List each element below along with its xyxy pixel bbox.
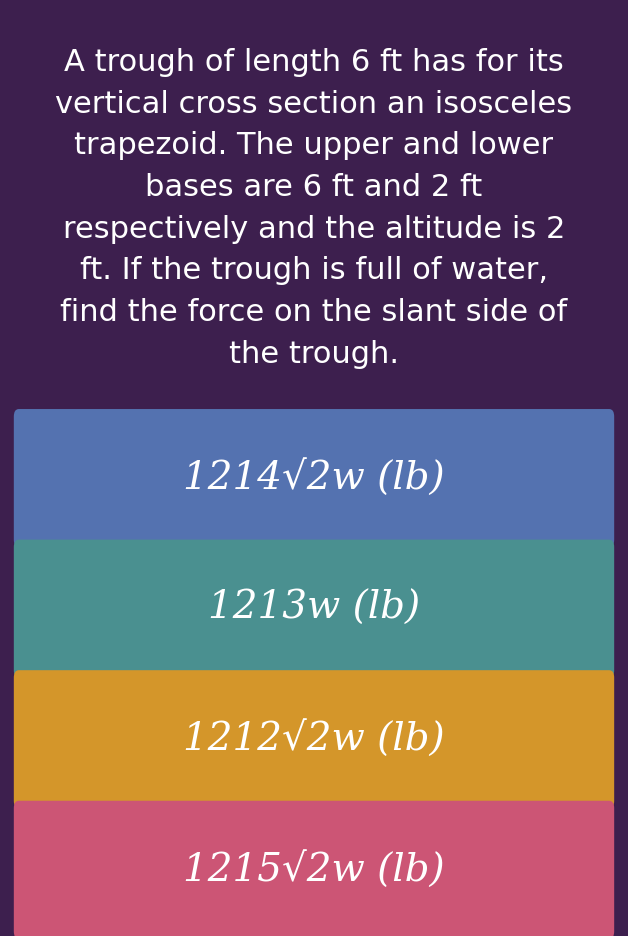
Text: 1214√2w (lb): 1214√2w (lb)	[183, 459, 445, 497]
FancyBboxPatch shape	[14, 409, 614, 547]
Text: 1213w (lb): 1213w (lb)	[208, 590, 420, 627]
FancyBboxPatch shape	[14, 670, 614, 809]
Text: A trough of length 6 ft has for its
vertical cross section an isosceles
trapezoi: A trough of length 6 ft has for its vert…	[55, 48, 573, 369]
FancyBboxPatch shape	[14, 539, 614, 678]
Text: 1215√2w (lb): 1215√2w (lb)	[183, 851, 445, 889]
Text: 1212√2w (lb): 1212√2w (lb)	[183, 720, 445, 758]
FancyBboxPatch shape	[14, 801, 614, 936]
